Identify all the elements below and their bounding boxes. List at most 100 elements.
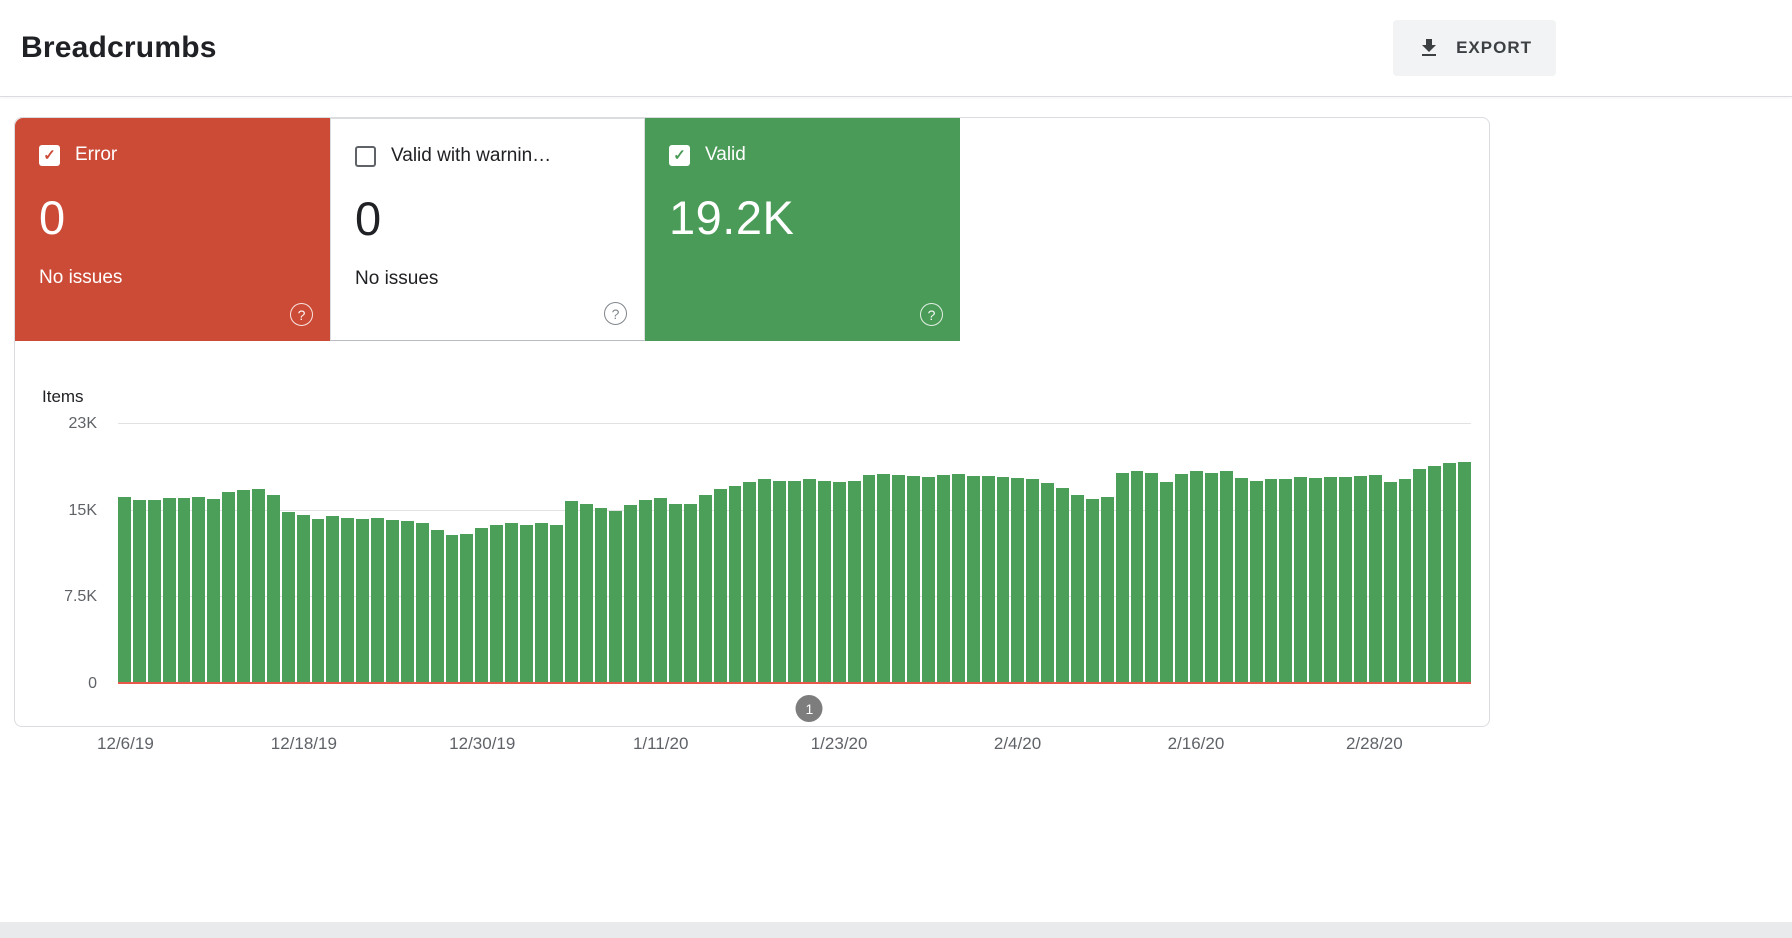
chart-bar[interactable]	[698, 494, 712, 684]
chart-bar[interactable]	[534, 523, 548, 684]
chart-bar[interactable]	[1130, 471, 1144, 684]
chart-bar[interactable]	[936, 474, 950, 684]
chart-bar[interactable]	[668, 503, 682, 684]
chart-bar[interactable]	[162, 497, 176, 684]
chart-bar[interactable]	[1160, 481, 1174, 684]
chart-bar[interactable]	[1428, 465, 1442, 684]
chart-bar[interactable]	[356, 518, 370, 684]
help-icon[interactable]: ?	[920, 303, 943, 326]
help-icon[interactable]: ?	[290, 303, 313, 326]
chart-bar[interactable]	[1234, 478, 1248, 684]
chart-bar[interactable]	[177, 497, 191, 684]
chart-bar[interactable]	[1458, 462, 1472, 684]
chart-bar[interactable]	[728, 486, 742, 684]
chart-bar[interactable]	[445, 534, 459, 684]
chart-bar[interactable]	[1443, 463, 1457, 684]
chart-bar[interactable]	[832, 481, 846, 684]
chart-bar[interactable]	[654, 497, 667, 684]
card-valid-with-warnings[interactable]: Valid with warnin… 0 No issues ?	[330, 118, 645, 341]
chart-bar[interactable]	[1011, 478, 1025, 684]
chart-bar[interactable]	[460, 533, 474, 684]
chart-bar[interactable]	[222, 492, 236, 684]
chart-bar[interactable]	[1339, 477, 1352, 684]
chart-bar[interactable]	[1190, 471, 1204, 684]
chart-bar[interactable]	[207, 499, 221, 684]
chart-bar[interactable]	[1309, 478, 1323, 684]
card-error[interactable]: ✓ Error 0 No issues ?	[15, 118, 330, 341]
chart-bar[interactable]	[609, 510, 623, 684]
chart-bar[interactable]	[118, 496, 131, 684]
chart-bar[interactable]	[1041, 482, 1055, 684]
chart-bar[interactable]	[817, 480, 831, 684]
chart-bar[interactable]	[624, 504, 638, 684]
chart-bar[interactable]	[296, 515, 310, 684]
chart-bar[interactable]	[505, 523, 519, 684]
chart-bar[interactable]	[252, 488, 265, 684]
chart-bar[interactable]	[371, 517, 385, 684]
chart-bar[interactable]	[1324, 477, 1338, 684]
chart-bar[interactable]	[311, 518, 325, 684]
chart-bar[interactable]	[1026, 479, 1040, 684]
chart-bar[interactable]	[788, 480, 801, 684]
chart-bar[interactable]	[400, 521, 414, 684]
chart-bar[interactable]	[1056, 487, 1069, 684]
chart-bar[interactable]	[1085, 499, 1099, 684]
chart-bar[interactable]	[147, 500, 161, 684]
chart-bar[interactable]	[1279, 479, 1293, 684]
chart-bar[interactable]	[281, 511, 295, 684]
chart-bar[interactable]	[1368, 474, 1382, 684]
chart-bar[interactable]	[1115, 472, 1129, 684]
chart-bar[interactable]	[1145, 472, 1159, 684]
chart-bar[interactable]	[1071, 494, 1084, 684]
chart-annotation-marker[interactable]: 1	[795, 695, 823, 722]
chart-bar[interactable]	[1383, 481, 1397, 684]
chart-bar[interactable]	[802, 479, 816, 684]
chart-bar[interactable]	[966, 476, 980, 684]
chart-bar[interactable]	[877, 473, 891, 684]
chart-bar[interactable]	[892, 474, 906, 684]
chart-bar[interactable]	[549, 524, 563, 684]
chart-bar[interactable]	[758, 479, 772, 684]
chart-bar[interactable]	[1175, 473, 1189, 684]
chart-bar[interactable]	[1249, 480, 1263, 684]
chart-bar[interactable]	[564, 501, 578, 684]
chart-bar[interactable]	[1219, 471, 1233, 684]
chart-bar[interactable]	[981, 476, 995, 684]
chart-bar[interactable]	[192, 496, 206, 684]
export-button[interactable]: EXPORT	[1393, 20, 1556, 76]
chart-bar[interactable]	[475, 528, 489, 684]
chart-bar[interactable]	[773, 480, 787, 684]
chart-bar[interactable]	[1100, 496, 1114, 684]
chart-bar[interactable]	[415, 523, 429, 684]
chart-bar[interactable]	[922, 477, 935, 684]
chart-bar[interactable]	[520, 524, 533, 684]
chart-bar[interactable]	[862, 474, 876, 684]
chart-bar[interactable]	[847, 480, 861, 684]
chart-bar[interactable]	[326, 516, 340, 684]
chart-bar[interactable]	[266, 494, 280, 684]
chart-bar[interactable]	[386, 519, 399, 684]
chart-bar[interactable]	[132, 500, 146, 684]
chart-bar[interactable]	[907, 476, 921, 684]
chart-bar[interactable]	[1205, 472, 1218, 684]
chart-bar[interactable]	[639, 500, 653, 684]
chart-bar[interactable]	[1413, 469, 1427, 684]
chart-bar[interactable]	[951, 473, 965, 684]
chart-bar[interactable]	[237, 489, 251, 684]
chart-bar[interactable]	[1264, 479, 1278, 684]
chart-bar[interactable]	[1353, 476, 1367, 684]
chart-bar[interactable]	[713, 488, 727, 684]
card-valid[interactable]: ✓ Valid 19.2K ?	[645, 118, 960, 341]
checkbox-checked-icon[interactable]: ✓	[669, 144, 690, 166]
chart-bar[interactable]	[490, 524, 504, 684]
checkbox-unchecked-icon[interactable]	[355, 145, 376, 167]
chart-bar[interactable]	[996, 477, 1010, 684]
help-icon[interactable]: ?	[604, 302, 627, 325]
chart-bar[interactable]	[1294, 477, 1308, 684]
chart-bar[interactable]	[683, 503, 697, 684]
chart-bar[interactable]	[594, 508, 608, 684]
chart-bar[interactable]	[1398, 479, 1412, 684]
checkbox-checked-icon[interactable]: ✓	[39, 144, 60, 166]
chart-bar[interactable]	[743, 481, 757, 684]
chart-bar[interactable]	[341, 517, 355, 684]
